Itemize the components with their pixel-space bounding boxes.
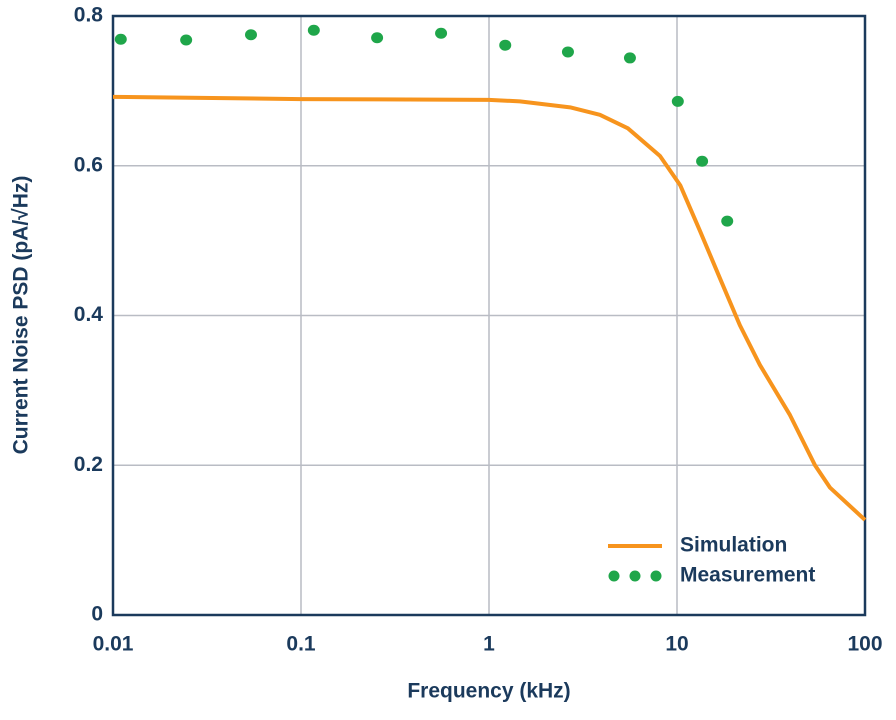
legend-swatch — [608, 570, 620, 582]
y-tick-label: 0 — [91, 603, 103, 626]
x-tick-label: 0.01 — [93, 633, 134, 656]
legend-swatch — [629, 570, 641, 582]
line — [112, 94, 867, 522]
y-tick-label: 0.8 — [74, 4, 104, 27]
marker — [623, 52, 636, 64]
y-tick-label: 0.4 — [74, 303, 104, 326]
marker — [696, 155, 709, 167]
marker — [307, 24, 320, 36]
x-tick-label: 1 — [483, 633, 495, 656]
marker — [180, 34, 193, 46]
x-tick-label: 100 — [847, 633, 882, 656]
marker — [435, 27, 448, 39]
x-axis-title: Frequency (kHz) — [407, 680, 570, 703]
marker — [114, 33, 127, 45]
marker — [561, 46, 574, 58]
x-tick-label: 10 — [665, 633, 688, 656]
legend-label: Measurement — [680, 564, 815, 587]
marker — [721, 215, 734, 227]
x-tick-label: 0.1 — [286, 633, 316, 656]
legend-label: Simulation — [680, 534, 787, 557]
y-tick-label: 0.6 — [74, 153, 103, 176]
marker — [671, 95, 684, 107]
marker — [244, 29, 257, 41]
marker — [499, 39, 512, 51]
marker — [371, 32, 384, 44]
y-axis-title: Current Noise PSD (pA/√Hz) — [10, 176, 33, 455]
y-tick-label: 0.2 — [74, 453, 103, 476]
legend-swatch — [650, 570, 662, 582]
plot-frame — [111, 14, 867, 617]
